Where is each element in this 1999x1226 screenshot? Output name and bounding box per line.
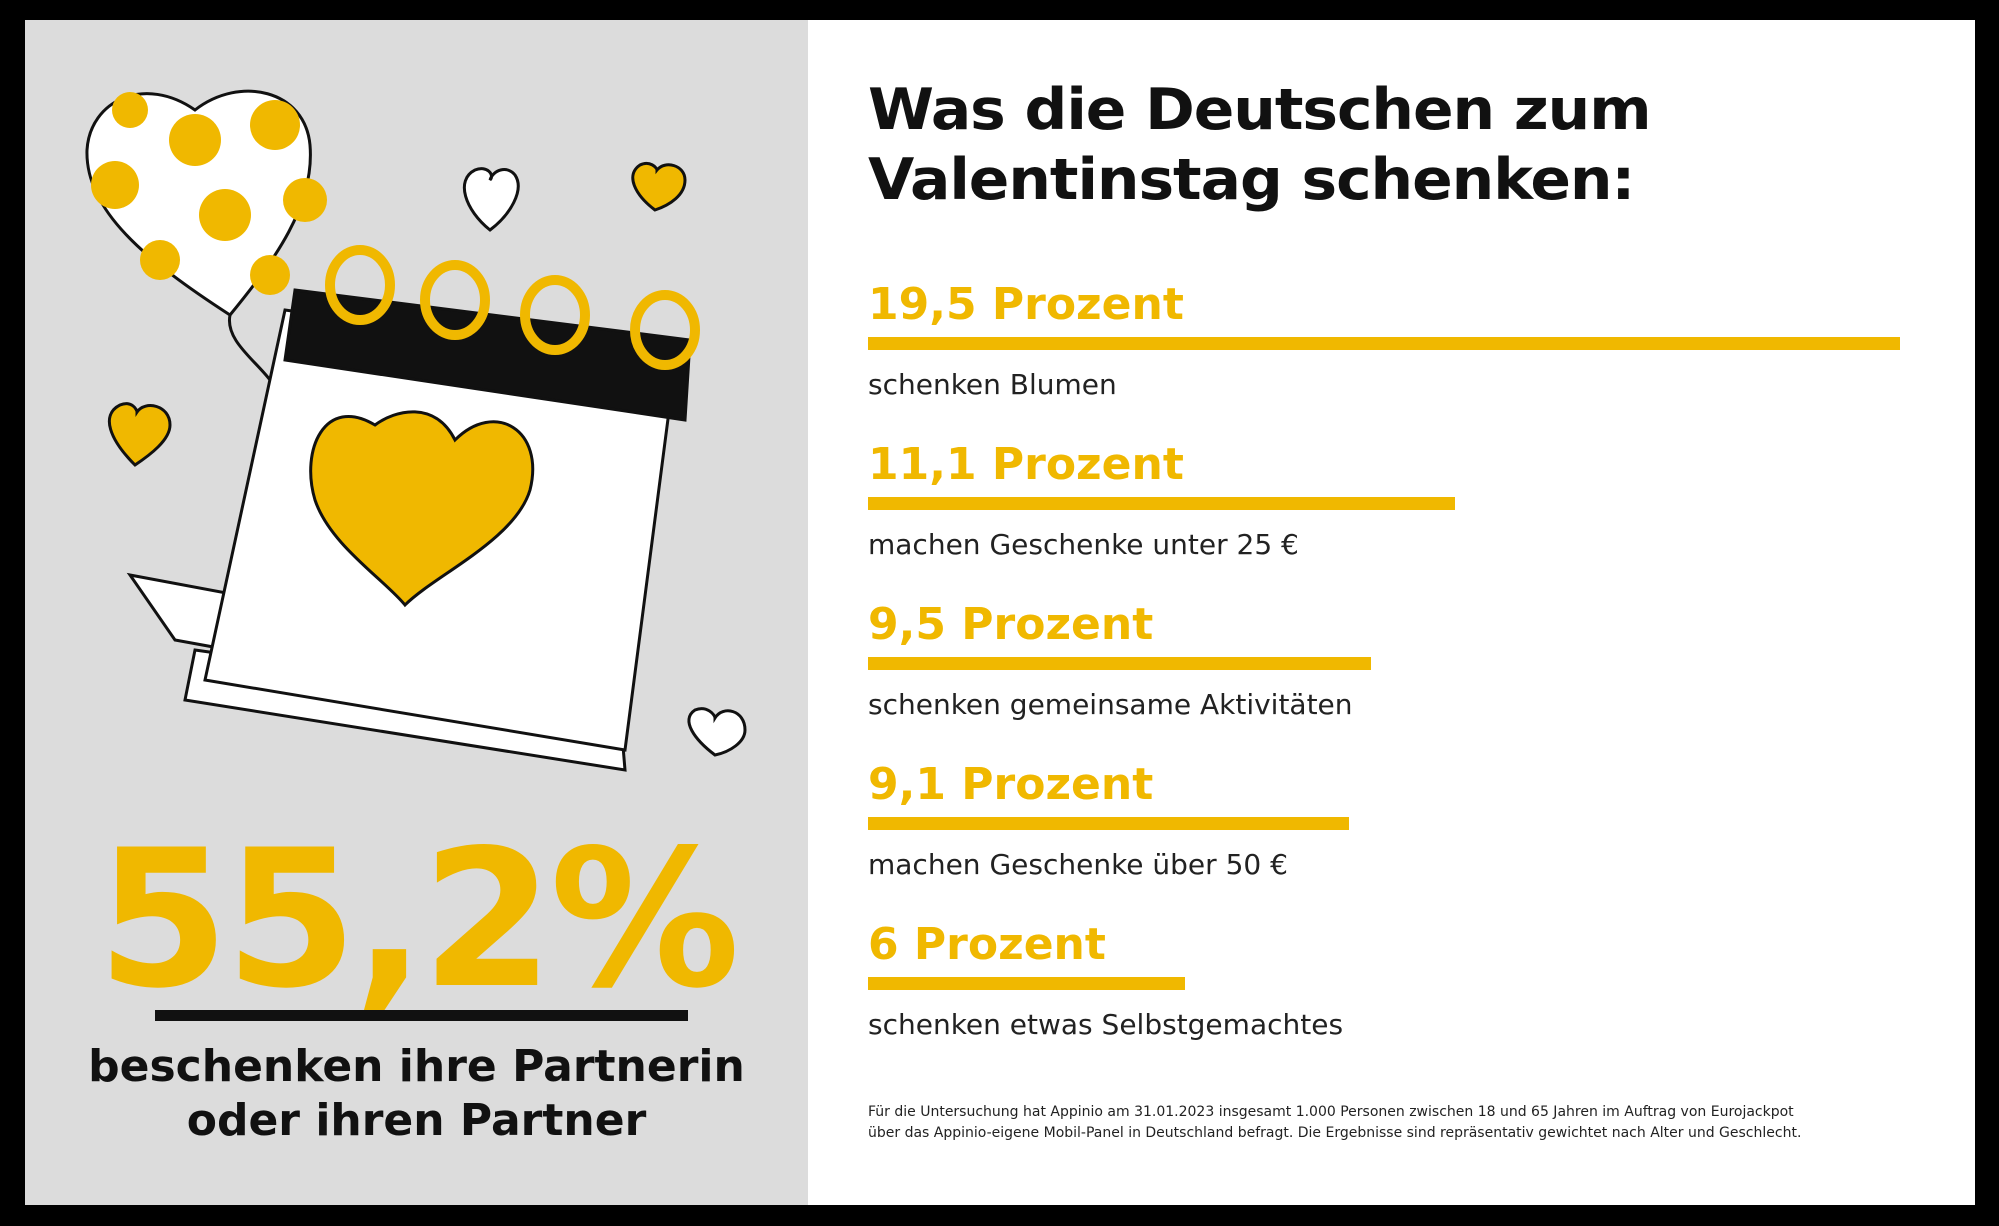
heart-icon xyxy=(107,402,172,467)
highlight-text: beschenken ihre Partnerin oder ihren Par… xyxy=(25,1040,808,1148)
bar-category-label: machen Geschenke unter 25 € xyxy=(868,528,1299,561)
heart-icon xyxy=(462,167,520,232)
footnote-line: über das Appinio-eigene Mobil-Panel in D… xyxy=(868,1125,1802,1141)
highlight-text-line: oder ihren Partner xyxy=(186,1095,647,1146)
bar xyxy=(868,817,1350,830)
heart-icon xyxy=(687,707,747,757)
calendar-icon xyxy=(126,245,700,772)
bar xyxy=(868,977,1186,990)
highlight-text-line: beschenken ihre Partnerin xyxy=(88,1041,745,1092)
title-line: Was die Deutschen zum xyxy=(868,77,1652,143)
bar-value-label: 19,5 Prozent xyxy=(868,279,1184,330)
bar-category-label: schenken etwas Selbstgemachtes xyxy=(868,1008,1344,1041)
bar-value-label: 6 Prozent xyxy=(868,919,1106,970)
chart-row: 11,1 Prozent machen Geschenke unter 25 € xyxy=(868,435,1968,595)
valentine-calendar-illustration xyxy=(85,89,747,772)
divider xyxy=(155,1010,688,1021)
footnote-line: Für die Untersuchung hat Appinio am 31.0… xyxy=(868,1104,1794,1120)
footnote: Für die Untersuchung hat Appinio am 31.0… xyxy=(868,1102,1948,1144)
chart-row: 9,1 Prozent machen Geschenke über 50 € xyxy=(868,755,1968,915)
bar-category-label: schenken Blumen xyxy=(868,368,1117,401)
chart-row: 6 Prozent schenken etwas Selbstgemachtes xyxy=(868,915,1968,1075)
bar-value-label: 9,5 Prozent xyxy=(868,599,1154,650)
left-panel: 55,2% beschenken ihre Partnerin oder ihr… xyxy=(25,20,808,1205)
bar xyxy=(868,337,1900,350)
balloon-heart-icon xyxy=(85,89,327,381)
bar-category-label: machen Geschenke über 50 € xyxy=(868,848,1288,881)
bar-category-label: schenken gemeinsame Aktivitäten xyxy=(868,688,1353,721)
title-line: Valentinstag schenken: xyxy=(868,147,1635,213)
page-title: Was die Deutschen zum Valentinstag schen… xyxy=(868,75,1652,215)
chart-row: 9,5 Prozent schenken gemeinsame Aktivitä… xyxy=(868,595,1968,755)
bar-value-label: 11,1 Prozent xyxy=(868,439,1184,490)
highlight-value: 55,2% xyxy=(96,809,740,1030)
bar xyxy=(868,657,1371,670)
chart-row: 19,5 Prozent schenken Blumen xyxy=(868,275,1968,435)
right-panel: Was die Deutschen zum Valentinstag schen… xyxy=(808,20,1975,1205)
heart-icon xyxy=(631,161,687,212)
bar xyxy=(868,497,1456,510)
bar-value-label: 9,1 Prozent xyxy=(868,759,1154,810)
